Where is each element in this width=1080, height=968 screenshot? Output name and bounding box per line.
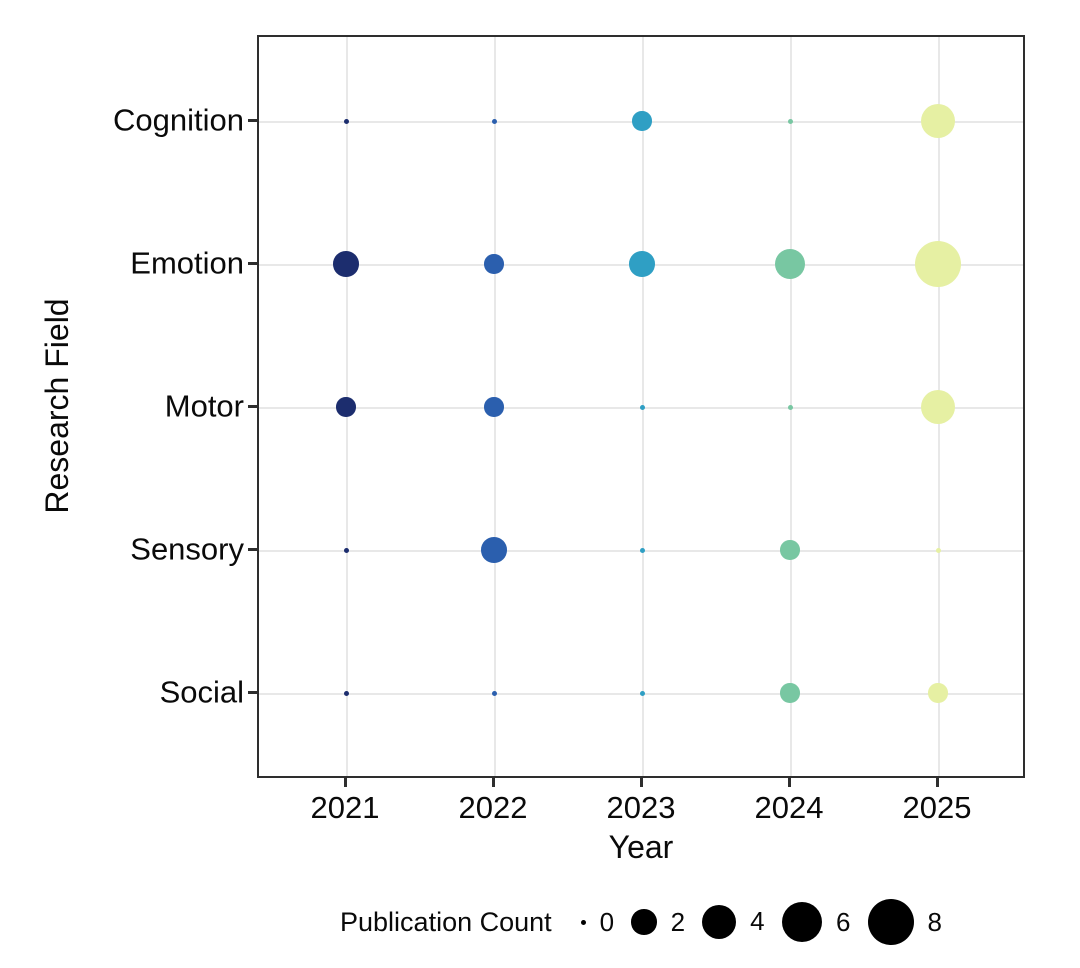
legend-key-dot [781,901,823,943]
bubble-emotion-2024 [774,248,806,280]
y-tick-label: Emotion [130,245,244,281]
bubble-motor-2025 [921,390,955,424]
legend-key-label: 6 [836,906,851,937]
y-tick [248,119,257,122]
y-axis-title: Research Field [39,298,75,514]
legend-item-0: 0 [580,906,615,938]
bubble-emotion-2021 [333,251,359,277]
y-tick-label: Motor [164,388,244,424]
bubble-emotion-2023 [629,251,655,277]
y-tick-label: Sensory [130,531,244,567]
legend-item-8: 8 [867,899,942,945]
x-tick [936,778,939,787]
y-tick [248,691,257,694]
bubble-social-2024 [780,683,800,703]
bubble-motor-2023 [639,404,645,410]
bubble-cognition-2021 [343,118,349,124]
x-tick-label: 2025 [902,790,972,825]
legend-key-label: 8 [927,906,942,937]
legend-key-dot [867,899,914,945]
bubble-emotion-2022 [484,254,504,274]
bubble-cognition-2025 [921,104,955,138]
legend-key-dot [631,909,657,935]
bubble-cognition-2024 [787,118,793,124]
legend-key-dot [702,905,737,939]
legend-item-6: 6 [781,901,851,943]
bubble-motor-2021 [336,397,356,417]
legend-item-2: 2 [631,907,685,938]
x-tick [640,778,643,787]
bubble-emotion-2025 [915,241,961,287]
y-tick-label: Social [159,674,244,710]
legend-key-label: 2 [670,906,686,937]
bubble-cognition-2023 [632,111,652,131]
size-legend: Publication Count 0 2 4 6 8 [257,894,1025,950]
legend-key-dot [580,919,586,925]
bubble-social-2021 [343,690,349,696]
x-tick-label: 2023 [606,790,676,825]
legend-title: Publication Count [340,906,552,937]
legend-item-4: 4 [702,905,765,939]
legend-key-label: 4 [750,906,765,937]
bubble-sensory-2023 [639,547,645,553]
x-tick-label: 2021 [310,790,380,825]
x-tick-label: 2024 [754,790,824,825]
x-tick [492,778,495,787]
y-tick [248,548,257,551]
x-tick [344,778,347,787]
x-axis-title: Year [608,829,674,865]
bubble-sensory-2025 [935,547,941,553]
x-tick [788,778,791,787]
bubble-cognition-2022 [491,118,497,124]
bubble-motor-2022 [484,397,504,417]
bubble-sensory-2024 [780,540,800,560]
y-tick [248,405,257,408]
legend-key-label: 0 [599,906,615,937]
bubble-social-2022 [491,690,497,696]
bubble-sensory-2021 [343,547,349,553]
y-tick [248,262,257,265]
bubble-sensory-2022 [481,537,507,563]
bubble-motor-2024 [787,404,793,410]
bubble-social-2025 [928,683,948,703]
y-tick-label: Cognition [113,102,244,138]
plot-panel [257,35,1025,778]
bubble-social-2023 [639,690,645,696]
x-tick-label: 2022 [458,790,528,825]
